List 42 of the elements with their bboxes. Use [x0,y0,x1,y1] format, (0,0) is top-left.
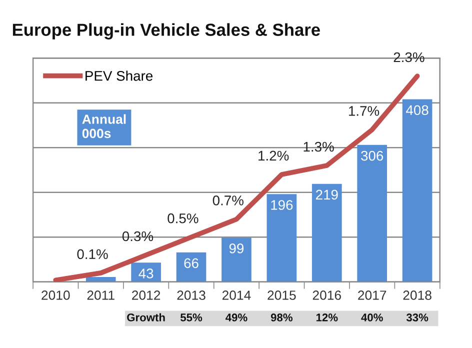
data-label: 408 [406,105,428,116]
bar [131,262,161,282]
text: 98% [270,314,293,322]
text: 12% [316,314,338,322]
data-label: 0.7% [212,196,244,206]
data-label: 1.7% [348,106,380,116]
x-tick-label: 2016 [312,290,341,300]
legend-label: PEV Share [86,70,153,81]
data-label: 0.3% [122,231,154,242]
bar [402,99,432,282]
bar [266,194,297,282]
text: 55% [180,314,202,322]
data-label: 306 [361,150,384,161]
data-label: 1.3% [304,142,334,152]
bar [312,184,342,282]
x-tick-label: 2010 [42,290,70,300]
x-tick-label: 2017 [358,290,386,300]
annotation: Annual 000s [82,114,126,138]
data-label: 0.1% [77,249,108,260]
data-label: 99 [229,243,244,254]
text: 40% [361,314,383,322]
data-label: 66 [184,258,198,268]
bar [222,238,252,282]
x-tick-label: 2011 [87,290,114,300]
data-label: 219 [316,190,338,200]
x-tick-label: 2018 [403,290,432,300]
x-tick-label: 2015 [268,290,296,300]
text: Growth [127,313,165,322]
x-tick-label: 2012 [132,290,160,300]
data-label: 0.5% [168,213,198,224]
data-label: 43 [138,268,154,278]
data-label: 196 [271,200,293,210]
data-label: 2.3% [394,52,424,62]
bar [176,252,206,282]
text: 33% [406,314,428,322]
data-label: 1.2% [258,150,289,161]
bar [86,276,116,282]
bar [357,144,388,282]
text: 49% [226,314,248,322]
chart-title: Europe Plug-in Vehicle Sales & Share [12,23,320,40]
x-tick-label: 2013 [177,290,206,300]
x-tick-label: 2014 [222,290,251,300]
